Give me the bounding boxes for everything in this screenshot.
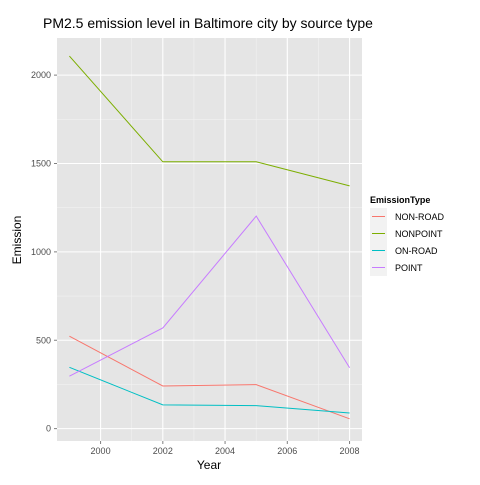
y-tick-label: 0 — [46, 424, 51, 434]
y-tick-label: 1500 — [31, 158, 51, 168]
grid-layer — [57, 38, 362, 441]
x-tick-label: 2002 — [153, 446, 173, 456]
y-tick-label: 1000 — [31, 247, 51, 257]
x-axis-title: Year — [197, 458, 221, 472]
series-line-point — [69, 215, 351, 377]
series-line-nonpoint — [69, 55, 350, 187]
legend: EmissionType NON-ROAD NONPOINT ON-ROAD POIN… — [370, 195, 444, 276]
chart-title: PM2.5 emission level in Baltimore city b… — [43, 15, 373, 31]
legend-label: ON-ROAD — [395, 246, 438, 256]
x-tick-label: 2008 — [340, 446, 360, 456]
series-line-non-road — [69, 335, 350, 420]
plot-panel — [57, 38, 362, 441]
series-line-on-road — [69, 366, 350, 414]
series-layer — [69, 55, 351, 420]
x-tick-label: 2006 — [277, 446, 297, 456]
legend-label: POINT — [395, 263, 423, 273]
x-tick-label: 2004 — [215, 446, 235, 456]
y-tick-label: 2000 — [31, 70, 51, 80]
y-axis-title: Emission — [10, 216, 24, 265]
legend-label: NON-ROAD — [395, 212, 444, 222]
y-tick-label: 500 — [36, 335, 51, 345]
legend-title: EmissionType — [370, 195, 430, 205]
legend-label: NONPOINT — [395, 229, 443, 239]
x-tick-label: 2000 — [91, 446, 111, 456]
x-axis-ticks: 2000 2002 2004 2006 2008 — [91, 441, 360, 456]
y-axis-ticks: 0 500 1000 1500 2000 — [31, 70, 57, 434]
